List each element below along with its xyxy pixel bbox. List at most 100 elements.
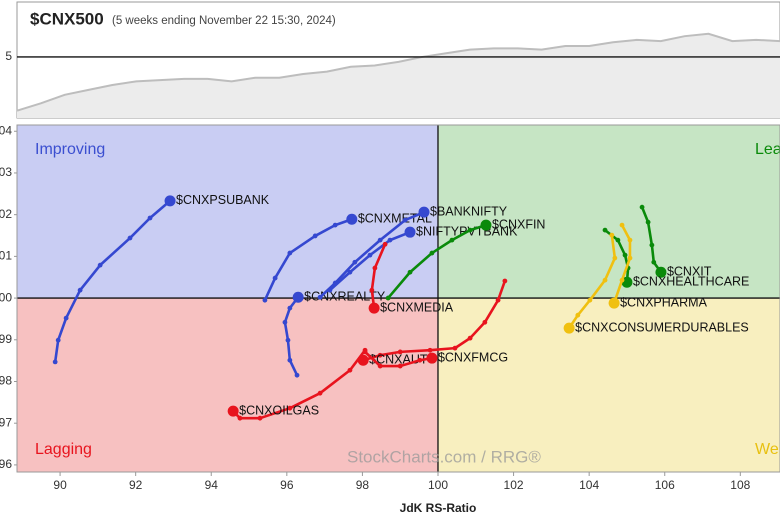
tail-point (429, 250, 435, 256)
head-marker (480, 219, 492, 231)
quadrant (17, 125, 438, 299)
tail-point (651, 259, 657, 265)
tail-point (407, 269, 413, 275)
tail (263, 218, 353, 301)
tail-point (397, 363, 403, 369)
tail-point (287, 357, 293, 363)
tail-point (327, 287, 333, 293)
tail-point (639, 204, 645, 210)
tail-point (427, 347, 433, 353)
quadrant-label: Weakening (755, 441, 780, 458)
tail-point (367, 252, 373, 258)
series-label: $CNXPSUBANK (176, 193, 270, 207)
tail-point (362, 347, 368, 353)
tail-point (282, 319, 288, 325)
tail-point (627, 255, 633, 261)
quadrant-label: Improving (35, 141, 105, 158)
series-label: $CNXFMCG (438, 350, 508, 364)
y-tick-label: 104 (0, 123, 12, 137)
tail-point (417, 357, 423, 363)
head-marker (368, 302, 380, 314)
price-area (17, 33, 780, 118)
tail (319, 210, 425, 299)
tail-point (602, 227, 608, 233)
head-marker (404, 226, 416, 238)
tail-point (402, 217, 408, 223)
tail-point (317, 390, 323, 396)
y-tick-label: 103 (0, 165, 12, 179)
quadrant-label: Leading (755, 141, 780, 158)
y-tick-label: 101 (0, 249, 12, 263)
tail-point (237, 415, 243, 421)
y-tick-label: 5 (5, 49, 12, 63)
x-tick-label: 108 (730, 478, 750, 492)
tail-point (575, 312, 581, 318)
head-marker (292, 291, 304, 303)
series-label: $CNXPHARMA (620, 295, 707, 309)
x-tick-label: 98 (356, 478, 370, 492)
y-tick-label: 100 (0, 290, 12, 304)
tail-point (55, 337, 61, 343)
chart-title: $CNX500 (30, 9, 104, 28)
tail-point (622, 252, 628, 258)
tail-point (467, 335, 473, 341)
tail (568, 234, 617, 329)
tail-point (602, 277, 608, 283)
tail-point (609, 232, 615, 238)
tail-point (449, 237, 455, 243)
series-label: $CNXMEDIA (380, 300, 454, 314)
tail-point (619, 277, 625, 283)
tail-point (377, 363, 383, 369)
chart-subtitle: (5 weeks ending November 22 15:30, 2024) (112, 15, 336, 27)
tail-point (317, 294, 323, 300)
y-tick-label: 98 (0, 374, 12, 388)
tail-point (63, 315, 69, 321)
tail-point (369, 287, 375, 293)
tail-point (97, 262, 103, 268)
quadrant-label: Lagging (35, 441, 92, 458)
y-tick-label: 99 (0, 332, 12, 346)
tail-point (287, 305, 293, 311)
tail-point (482, 319, 488, 325)
quadrant (17, 298, 438, 472)
head-marker (227, 405, 239, 417)
head-marker (418, 206, 430, 218)
series-label: $CNXAUTO (369, 353, 437, 367)
tail-point (495, 297, 501, 303)
tail-point (619, 222, 625, 228)
tail (387, 223, 487, 299)
tail-point (615, 237, 621, 243)
x-tick-label: 104 (579, 478, 599, 492)
tail-point (285, 337, 291, 343)
x-tick-label: 100 (428, 478, 448, 492)
y-tick-label: 96 (0, 457, 12, 471)
watermark: StockCharts.com / RRG® (347, 447, 541, 466)
tail-point (332, 222, 338, 228)
tail-point (147, 215, 153, 221)
x-tick-label: 106 (655, 478, 675, 492)
head-marker (346, 213, 358, 225)
tail-point (352, 259, 358, 265)
tail (53, 199, 171, 363)
x-axis-label: JdK RS-Ratio (400, 501, 477, 515)
tail-point (272, 275, 278, 281)
tail-point (287, 250, 293, 256)
y-tick-label: 97 (0, 415, 12, 429)
tail-point (502, 278, 508, 284)
x-tick-label: 92 (129, 478, 143, 492)
tail-point (627, 237, 633, 243)
head-marker (164, 195, 176, 207)
head-marker (426, 352, 438, 364)
x-tick-label: 102 (504, 478, 524, 492)
price-line (16, 32, 780, 112)
head-marker (608, 297, 620, 309)
tail-point (347, 367, 353, 373)
tail (370, 243, 387, 309)
tail-point (347, 269, 353, 275)
tail-point (257, 415, 263, 421)
tail-point (377, 237, 383, 243)
y-tick-label: 102 (0, 207, 12, 221)
tail-point (587, 297, 593, 303)
